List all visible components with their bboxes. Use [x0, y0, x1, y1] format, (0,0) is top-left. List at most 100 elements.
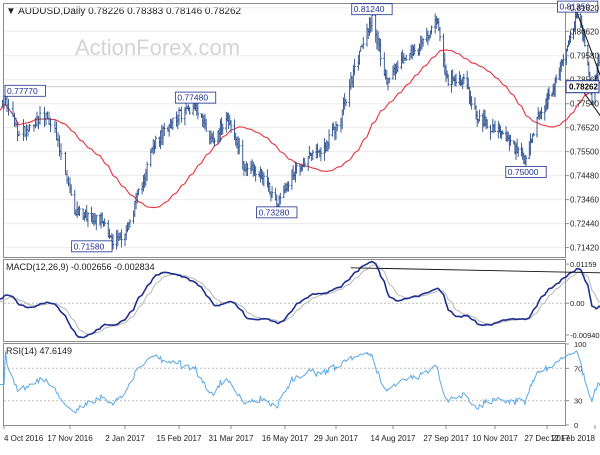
ohlc-bar: [163, 122, 166, 137]
price-tick-label: 0.80620: [570, 27, 599, 36]
ohlc-bar: [509, 134, 512, 146]
ohlc-bar: [311, 149, 315, 160]
price-tick-label: 0.76520: [570, 124, 599, 133]
ohlc-bar: [95, 214, 98, 231]
price-tick-label: 0.75500: [570, 148, 599, 157]
x-axis-tick-label: 10 Nov 2017: [472, 434, 518, 443]
watermark-text: ActionForex.com: [75, 35, 240, 60]
price-annotation-label: 0.77480: [177, 93, 208, 103]
macd-title: MACD(12,26,9) -0.002656 -0.002834: [6, 262, 155, 272]
price-annotation: 0.77770: [4, 84, 46, 97]
ohlc-bar: [7, 99, 10, 116]
macd-trendline: [350, 267, 600, 274]
ohlc-bar: [388, 77, 391, 84]
ohlc-bar: [413, 43, 416, 55]
price-annotation-label: 0.77770: [7, 86, 38, 96]
ohlc-bar: [362, 37, 365, 50]
ohlc-bar: [493, 120, 497, 132]
x-axis-tick-label: 27 Dec 2017: [524, 434, 570, 443]
price-annotation-box: [557, 0, 599, 13]
x-axis-tick-label: 15 Feb 2017: [157, 434, 202, 443]
symbol-title: ▼ AUDUSD,Daily 0.78226 0.78383 0.78146 0…: [6, 6, 242, 17]
ohlc-bar: [262, 172, 266, 187]
x-axis-tick-label: 29 Jun 2017: [314, 434, 359, 443]
ohlc-bar: [336, 123, 339, 132]
ohlc-bar: [128, 219, 132, 228]
ohlc-bar: [171, 117, 175, 131]
ohlc-bar: [430, 25, 433, 35]
price-tick-label: 0.77540: [570, 100, 599, 109]
rsi-tick-label: 70: [574, 364, 582, 373]
price-tick-label: 0.73460: [570, 196, 599, 205]
rsi-tick-label: 0: [574, 421, 578, 430]
price-annotation: 0.77480: [174, 91, 217, 104]
rsi-title: RSI(14) 47.6149: [6, 346, 72, 356]
ohlc-bar: [295, 162, 298, 174]
rsi-tick-label: 30: [574, 397, 582, 406]
ohlc-bar: [47, 111, 51, 125]
ohlc-bar: [22, 119, 25, 141]
rsi-tick-label: 100: [574, 340, 587, 349]
ohlc-bar: [69, 184, 73, 196]
macd-tick-label: 0.01159: [570, 260, 597, 269]
ohlc-bar: [67, 176, 70, 187]
ohlc-bar: [43, 106, 46, 128]
x-axis-tick-label: 31 Mar 2017: [209, 434, 254, 443]
ohlc-bar: [303, 158, 306, 168]
ohlc-bar: [28, 123, 31, 132]
ohlc-bar: [554, 74, 558, 84]
price-annotation-label: 0.81350: [559, 2, 590, 12]
ohlc-bar: [204, 118, 208, 132]
price-annotation-label: 0.71580: [74, 241, 105, 251]
ohlc-bar: [344, 98, 348, 107]
x-axis-tick-label: 14 Aug 2017: [371, 434, 416, 443]
price-tick-label: 0.78560: [570, 76, 599, 85]
macd-line: [0, 260, 600, 339]
ohlc-bar: [196, 100, 200, 120]
ohlc-bar: [270, 186, 274, 198]
price-tick-label: 0.79580: [570, 52, 599, 61]
ohlc-bar: [462, 73, 466, 85]
price-annotation-box: [71, 240, 113, 253]
ohlc-bar: [246, 163, 249, 176]
ohlc-bar: [396, 60, 400, 73]
ohlc-bar: [64, 151, 67, 176]
x-axis-tick-label: 27 Sep 2017: [423, 434, 469, 443]
ohlc-bar: [154, 135, 157, 150]
ohlc-bar: [327, 129, 331, 150]
price-annotation-box: [505, 166, 547, 178]
ohlc-bar: [547, 86, 551, 100]
price-annotation-box: [4, 84, 46, 97]
ohlc-bar: [103, 218, 106, 227]
price-annotation: 0.71580: [71, 240, 113, 253]
ohlc-bar: [517, 146, 520, 157]
macd-tick-label: -0.009408: [570, 331, 600, 340]
ohlc-values: 0.78226 0.78383 0.78146 0.78262: [88, 6, 241, 17]
ohlc-bar: [238, 137, 241, 155]
price-annotation-box: [174, 91, 217, 104]
ohlc-bar: [55, 121, 58, 141]
ohlc-bar: [46, 111, 49, 120]
price-tick-label: 0.72440: [570, 220, 599, 229]
ohlc-bar: [454, 73, 458, 87]
price-tick-label: 0.74480: [570, 172, 599, 181]
rsi-panel-frame: [3, 343, 566, 426]
ohlc-bar: [353, 58, 356, 76]
price-trendline: [577, 13, 600, 77]
ohlc-bar: [86, 212, 90, 228]
x-axis-tick-label: 12 Feb 2018: [550, 434, 595, 443]
ohlc-bar: [470, 96, 473, 110]
ohlc-bar: [111, 234, 115, 250]
ohlc-bar: [221, 123, 224, 135]
ohlc-bar: [17, 130, 21, 137]
ohlc-bar: [58, 135, 61, 157]
price-panel-frame: [3, 3, 566, 258]
ohlc-bar: [569, 31, 572, 43]
ohlc-bar: [25, 124, 28, 141]
ohlc-bar: [379, 38, 382, 67]
ohlc-bar: [279, 192, 282, 205]
ohlc-bar: [486, 119, 489, 129]
current-price-box: [565, 80, 600, 94]
ohlc-bar: [137, 188, 140, 196]
